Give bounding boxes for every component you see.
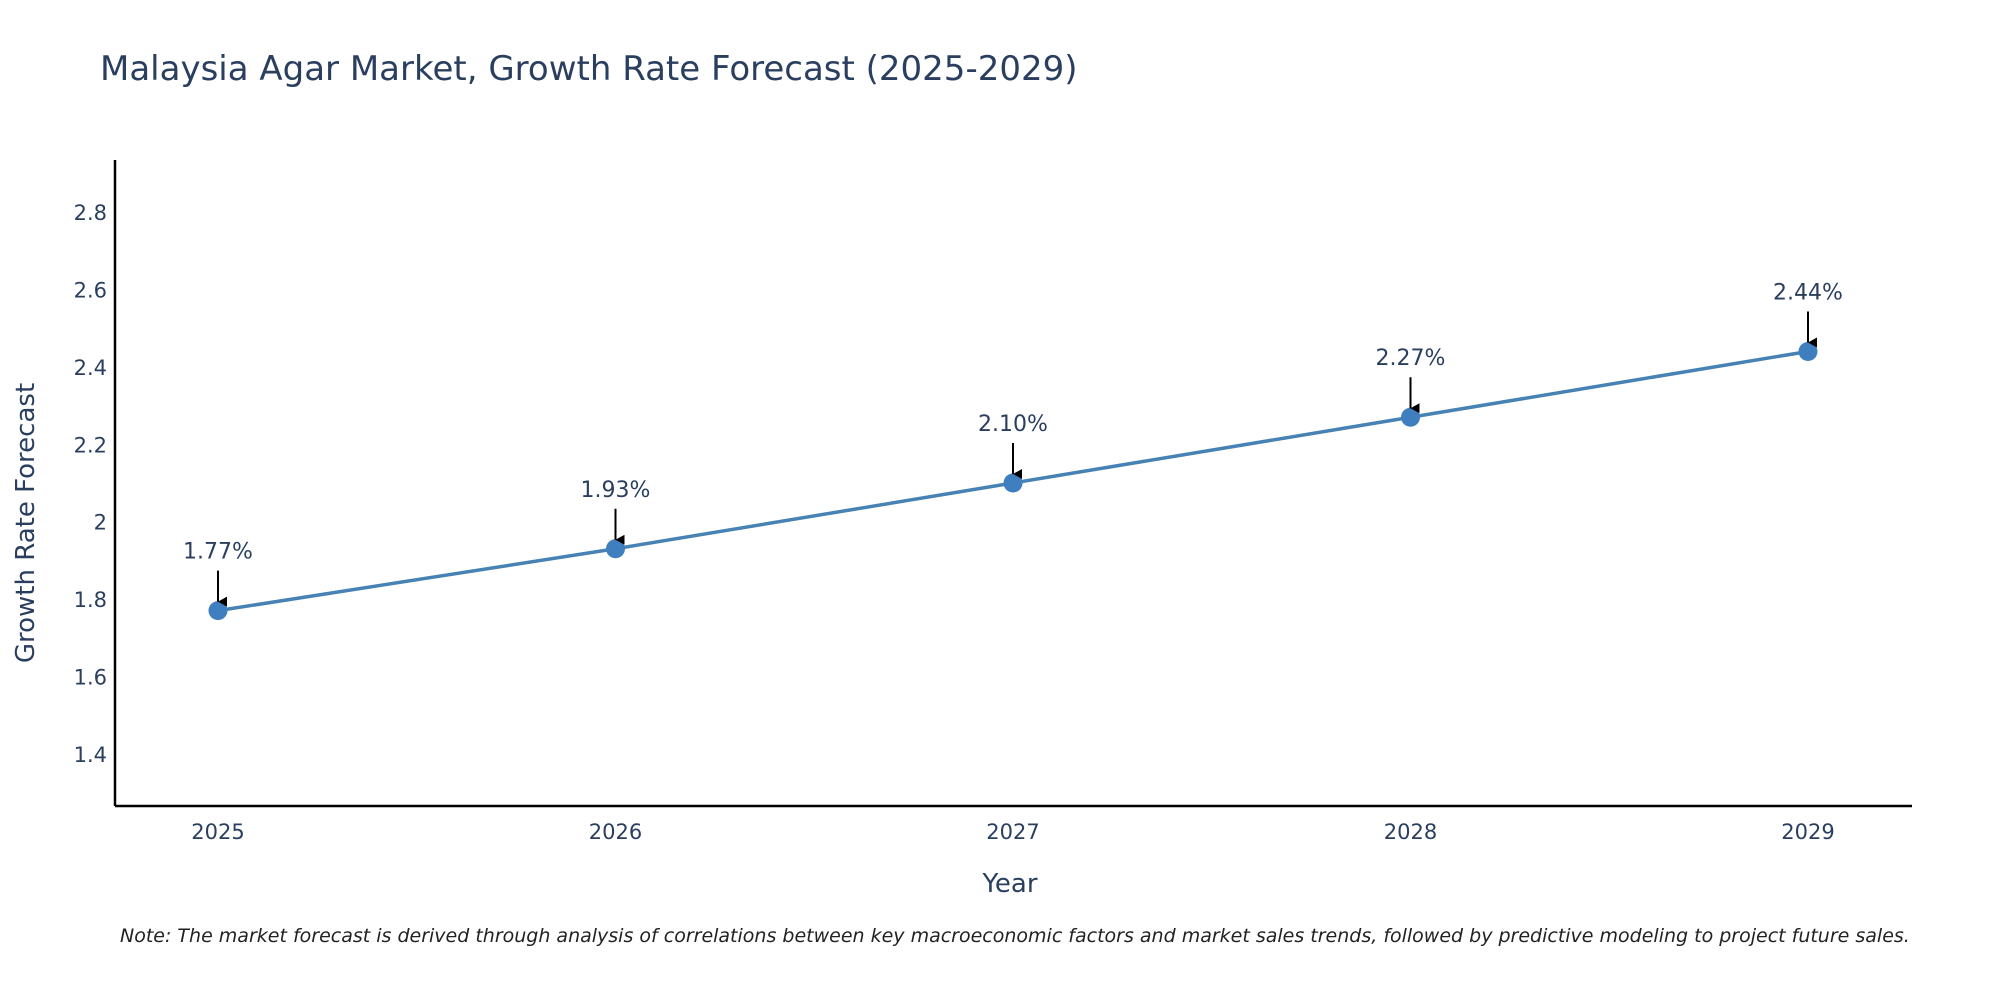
y-tick-label: 2.6 — [74, 279, 107, 303]
x-axis-title: Year — [981, 869, 1037, 899]
data-markers — [208, 341, 1818, 621]
y-tick-label: 2 — [94, 511, 107, 535]
data-label: 1.93% — [581, 478, 651, 503]
data-point-marker — [1401, 407, 1420, 427]
x-tick-label: 2027 — [986, 820, 1039, 844]
y-axis-ticks: 1.4 1.6 1.8 2 2.2 2.4 2.6 2.8 — [74, 201, 107, 767]
data-annotations: 1.77% 1.93% 2.10% 2.27% 2.44% — [183, 280, 1843, 607]
x-tick-label: 2026 — [589, 820, 642, 844]
y-tick-label: 1.8 — [74, 588, 107, 612]
footnote: Note: The market forecast is derived thr… — [120, 925, 1910, 947]
x-tick-label: 2025 — [191, 820, 244, 844]
x-axis-ticks: 2025 2026 2027 2028 2029 — [191, 820, 1834, 844]
y-tick-label: 1.4 — [74, 743, 107, 767]
data-label: 2.27% — [1376, 346, 1446, 371]
data-point-marker — [606, 539, 625, 559]
data-label: 2.44% — [1773, 280, 1843, 305]
x-tick-label: 2028 — [1384, 820, 1437, 844]
chart-title: Malaysia Agar Market, Growth Rate Foreca… — [100, 49, 1078, 89]
y-tick-label: 1.6 — [74, 665, 107, 689]
x-tick-label: 2029 — [1781, 820, 1834, 844]
data-point-marker — [208, 601, 228, 621]
data-label: 1.77% — [183, 540, 253, 565]
y-tick-label: 2.2 — [74, 433, 107, 457]
y-tick-label: 2.4 — [74, 356, 107, 380]
data-point-marker — [1003, 473, 1023, 493]
y-tick-label: 2.8 — [74, 201, 107, 225]
y-axis-title: Growth Rate Forecast — [11, 383, 41, 663]
data-point-marker — [1798, 341, 1818, 361]
data-label: 2.10% — [978, 412, 1048, 437]
